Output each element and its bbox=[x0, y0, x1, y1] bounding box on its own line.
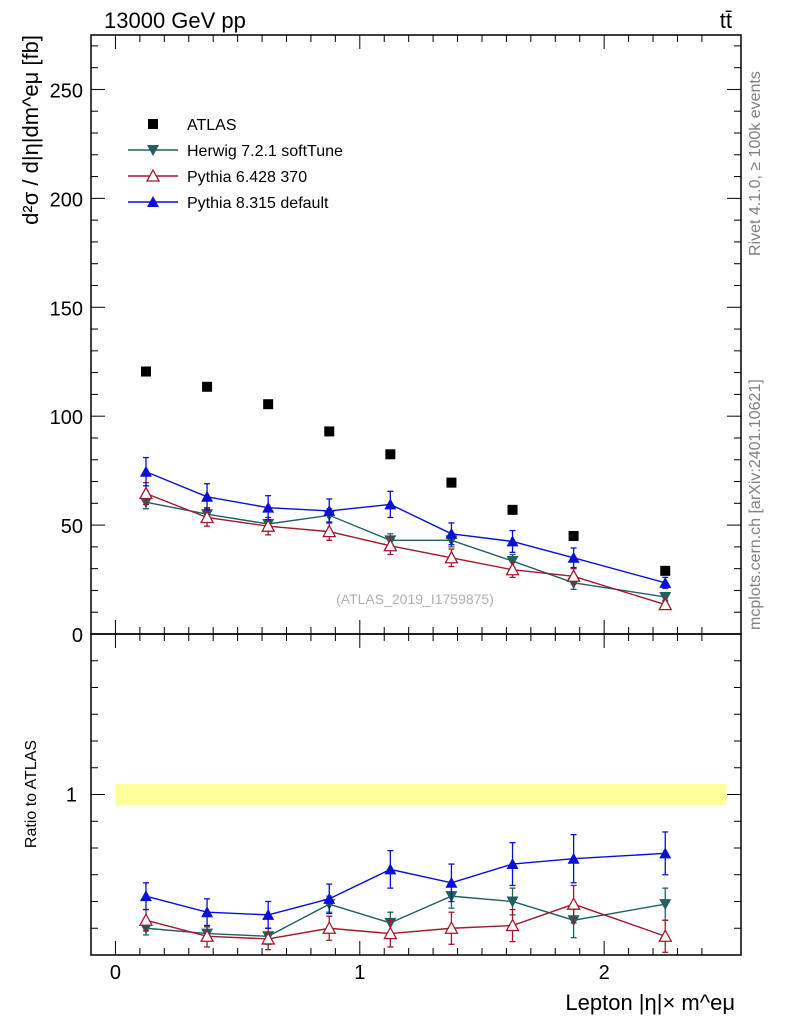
rivet-label: Rivet 4.1.0, ≥ 100k events bbox=[747, 71, 764, 256]
point-pythia-8-315-default bbox=[567, 551, 580, 563]
point-pythia-8-315-default bbox=[139, 465, 152, 477]
y-tick-label: 50 bbox=[61, 516, 83, 538]
series-atlas bbox=[140, 366, 671, 576]
point-pythia-6-428-370 bbox=[566, 568, 581, 582]
ratio-series-group bbox=[138, 831, 673, 953]
point-atlas bbox=[263, 399, 274, 410]
legend-label-pythia-6-428-370: Pythia 6.428 370 bbox=[187, 169, 307, 186]
ratio-point-pythia-6-428-370 bbox=[138, 912, 154, 926]
point-atlas bbox=[324, 426, 335, 437]
point-atlas bbox=[568, 530, 579, 541]
ratio-line-pythia-8-315-default bbox=[145, 852, 666, 916]
y-tick-label: 0 bbox=[72, 625, 83, 647]
point-pythia-8-315-default bbox=[262, 501, 275, 513]
point-pythia-8-315-default bbox=[384, 498, 397, 510]
point-pythia-8-315-default bbox=[506, 535, 519, 547]
y-tick-label: 150 bbox=[50, 298, 83, 320]
ratio-y-tick-label: 1 bbox=[66, 785, 77, 807]
legend-marker-herwig-7-2-1-softtune bbox=[147, 145, 159, 156]
mcplots-label: mcplots.cern.ch [arXiv:2401.10621] bbox=[747, 379, 764, 630]
ratio-point-pythia-8-315-default bbox=[659, 847, 672, 859]
point-atlas bbox=[507, 504, 518, 515]
ratio-point-pythia-6-428-370 bbox=[199, 928, 215, 942]
point-atlas bbox=[140, 366, 151, 377]
atlas-uncertainty-band bbox=[115, 783, 727, 806]
main-axis-ticks: 0 50 100 150 200 250 bbox=[50, 35, 741, 647]
main-series-group bbox=[138, 366, 673, 611]
point-pythia-6-428-370 bbox=[505, 562, 520, 576]
point-pythia-6-428-370 bbox=[658, 597, 673, 611]
ratio-point-pythia-8-315-default bbox=[567, 852, 580, 864]
ratio-series-pythia-6-428-370 bbox=[138, 884, 673, 953]
process-label: tt̄ bbox=[720, 8, 732, 33]
line-pythia-6-428-370 bbox=[145, 492, 666, 606]
point-pythia-6-428-370 bbox=[138, 486, 154, 500]
line-herwig-7-2-1-softtune bbox=[145, 501, 666, 598]
line-pythia-8-315-default bbox=[145, 471, 666, 584]
x-axis-label: Lepton |η|× m^eμ bbox=[565, 990, 735, 1015]
ratio-point-pythia-8-315-default bbox=[201, 906, 214, 918]
ratio-point-pythia-8-315-default bbox=[262, 908, 275, 920]
ratio-point-pythia-6-428-370 bbox=[505, 918, 520, 932]
legend-label-atlas: ATLAS bbox=[187, 117, 237, 134]
ratio-point-pythia-8-315-default bbox=[139, 890, 152, 902]
legend-marker-pythia-6-428-370 bbox=[145, 168, 161, 182]
point-pythia-6-428-370 bbox=[383, 538, 398, 552]
series-pythia-8-315-default bbox=[139, 456, 672, 589]
ratio-series-pythia-8-315-default bbox=[139, 831, 672, 929]
legend-label-pythia-8-315-default: Pythia 8.315 default bbox=[187, 195, 329, 212]
ratio-point-pythia-6-428-370 bbox=[322, 920, 337, 934]
point-pythia-8-315-default bbox=[445, 527, 458, 539]
ratio-point-pythia-6-428-370 bbox=[261, 931, 276, 945]
ratio-point-pythia-6-428-370 bbox=[444, 920, 459, 934]
main-panel: (ATLAS_2019_I1759875) 0 50 100 150 200 250 AT… bbox=[18, 34, 742, 647]
point-pythia-6-428-370 bbox=[322, 524, 337, 538]
point-pythia-6-428-370 bbox=[261, 518, 276, 532]
y-tick-label: 100 bbox=[50, 407, 83, 429]
y-tick-label: 200 bbox=[50, 189, 83, 211]
ratio-y-axis-label: Ratio to ATLAS bbox=[23, 740, 40, 848]
y-tick-label: 250 bbox=[50, 80, 83, 102]
legend: ATLAS Herwig 7.2.1 softTune Pythia 6.428 3… bbox=[128, 117, 343, 212]
point-pythia-6-428-370 bbox=[199, 510, 215, 524]
legend-label-herwig-7-2-1-softtune: Herwig 7.2.1 softTune bbox=[187, 143, 343, 160]
point-atlas bbox=[202, 381, 213, 392]
ratio-point-pythia-8-315-default bbox=[384, 863, 397, 875]
point-atlas bbox=[660, 565, 671, 576]
x-tick-label: 2 bbox=[599, 962, 610, 984]
ratio-uncertainty-band bbox=[115, 783, 727, 806]
point-pythia-8-315-default bbox=[201, 490, 214, 502]
point-pythia-8-315-default bbox=[323, 504, 336, 516]
ratio-point-pythia-8-315-default bbox=[323, 892, 336, 904]
main-y-axis-label: d²σ / d|η|dm^eμ [fb] bbox=[18, 35, 43, 225]
x-tick-label: 0 bbox=[110, 962, 121, 984]
ratio-point-pythia-6-428-370 bbox=[566, 896, 581, 910]
ratio-point-pythia-8-315-default bbox=[506, 858, 519, 870]
ratio-point-herwig-7-2-1-softtune bbox=[506, 896, 519, 908]
ratio-line-herwig-7-2-1-softtune bbox=[145, 895, 666, 937]
legend-marker-atlas bbox=[148, 119, 158, 129]
ratio-point-pythia-6-428-370 bbox=[383, 926, 398, 940]
point-atlas bbox=[446, 477, 457, 488]
point-atlas bbox=[385, 449, 396, 460]
legend-marker-pythia-8-315-default bbox=[147, 196, 159, 207]
analysis-watermark: (ATLAS_2019_I1759875) bbox=[336, 591, 494, 607]
point-pythia-6-428-370 bbox=[444, 550, 459, 564]
ratio-axis-ticks: 1 0 1 2 bbox=[66, 634, 741, 984]
ratio-series-herwig-7-2-1-softtune bbox=[139, 883, 672, 945]
ratio-point-herwig-7-2-1-softtune bbox=[659, 899, 672, 911]
point-pythia-8-315-default bbox=[659, 576, 672, 588]
ratio-point-pythia-6-428-370 bbox=[658, 928, 673, 942]
ratio-point-pythia-8-315-default bbox=[445, 876, 458, 888]
x-tick-label: 1 bbox=[354, 962, 365, 984]
energy-label: 13000 GeV pp bbox=[104, 8, 246, 33]
ratio-panel: 1 0 1 2 Ratio to ATLAS Lepton |η|× m^eμ bbox=[23, 633, 742, 1015]
series-pythia-6-428-370 bbox=[138, 481, 673, 611]
